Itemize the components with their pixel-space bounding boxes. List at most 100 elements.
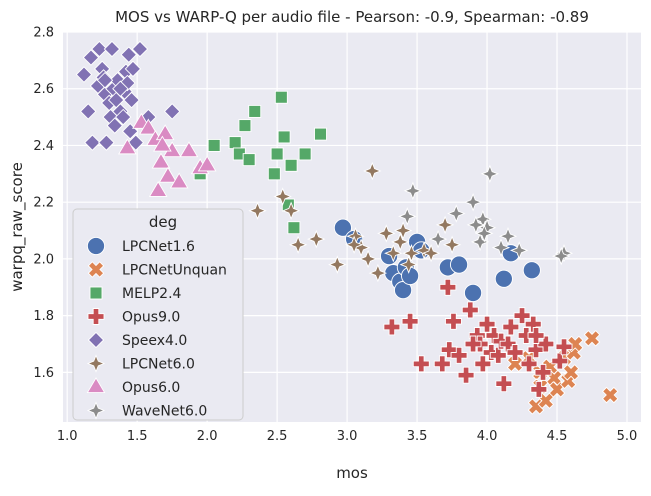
data-point [534,363,552,381]
data-point [114,108,132,126]
data-point [442,235,462,254]
data-point [498,226,518,246]
data-point [494,269,513,288]
data-point [377,224,396,243]
legend-entry: LPCNetUnquan [122,263,227,279]
data-point [274,90,288,104]
data-point [151,152,171,169]
y-tick-label: 2.0 [33,252,54,267]
data-point [506,344,524,361]
y-axis-label: warpq_raw_score [8,162,27,292]
data-point [163,103,181,120]
data-point [421,243,441,263]
data-point [242,153,256,167]
legend-marker [87,308,105,325]
legend-marker [86,236,106,256]
data-point [207,139,221,152]
data-point [267,167,281,181]
series-4 [75,40,181,151]
data-point [248,104,262,118]
data-point [307,229,326,249]
data-point [288,235,308,254]
data-point [391,232,410,252]
data-point [414,241,434,260]
data-point [450,346,468,364]
data-point [384,243,403,263]
data-point [270,147,284,161]
y-tick-label: 1.8 [33,309,54,324]
legend-entry: Speex4.0 [122,333,187,349]
legend-marker [86,401,106,420]
data-point [601,386,619,404]
data-point [447,204,466,223]
data-point [491,238,511,257]
data-point [158,166,178,183]
legend-entry: Opus6.0 [122,380,180,396]
data-point [412,355,430,373]
data-point [91,40,108,58]
data-point [273,187,292,206]
y-tick-label: 2.4 [33,139,54,154]
chart-title: MOS vs WARP-Q per audio file - Pearson: … [115,8,589,26]
data-point [520,355,538,373]
data-point [96,71,114,89]
data-point [120,46,138,63]
x-tick-label: 4.5 [547,429,568,444]
legend-marker [87,331,105,349]
data-point [466,215,486,235]
data-point [509,241,529,260]
x-tick-label: 4.0 [477,429,498,444]
data-point [530,380,548,398]
data-point [478,315,496,333]
data-point [169,172,189,189]
data-point [527,327,545,344]
data-point [228,136,242,150]
data-point [402,243,421,263]
data-point [522,261,541,280]
x-axis-label: mos [336,464,368,482]
legend-title: deg [149,213,177,231]
data-point [439,278,457,296]
data-point [401,312,419,330]
x-tick-label: 3.0 [337,429,358,444]
data-point [148,180,168,197]
data-point [123,91,140,109]
x-tick-label: 2.5 [267,429,288,444]
y-tick-label: 1.6 [33,366,54,381]
legend-box [72,208,244,421]
data-point [124,60,142,78]
series-6 [118,112,217,197]
legend-entry: WaveNet6.0 [122,404,207,420]
series-7 [398,164,574,266]
data-point [118,138,137,155]
data-point [506,355,524,373]
data-point [548,381,566,398]
data-point [284,158,298,172]
legend-entry: Opus9.0 [122,310,180,326]
legend-marker [86,354,106,373]
tick-labels: 1.0 1.5 2.0 2.5 3.0 3.5 4.0 4.5 5.0 1.6 1.8 2.0 2.2 2… [33,26,637,445]
data-point [106,117,124,134]
x-tick-label: 5.0 [617,429,638,444]
data-point [450,255,469,274]
data-point [139,118,158,135]
data-point [464,335,482,353]
data-point [287,221,301,235]
x-tick-label: 1.0 [57,429,78,444]
data-point [489,346,507,364]
data-point [551,352,569,370]
data-point [238,119,252,133]
data-point [383,318,401,336]
data-point [103,40,121,58]
data-point [435,215,455,235]
data-points [75,40,619,415]
data-point [197,155,217,172]
data-point [368,263,388,283]
data-point [562,364,580,381]
data-point [363,161,382,181]
legend-marker [87,261,105,278]
data-point [281,201,301,220]
data-point [555,338,573,356]
